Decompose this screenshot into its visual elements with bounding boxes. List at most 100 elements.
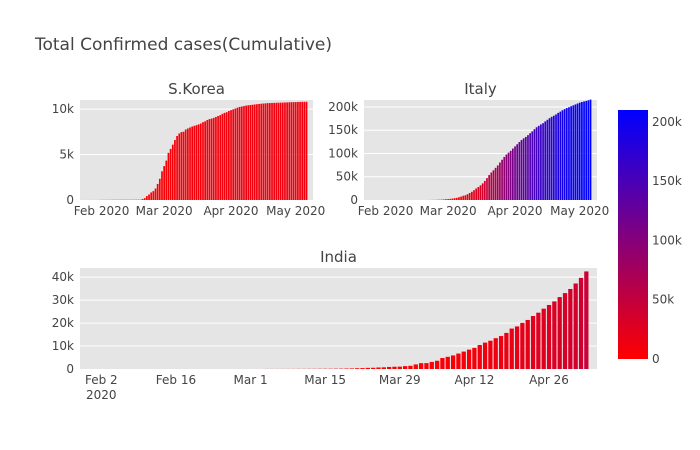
bar [210, 118, 213, 200]
bar [169, 148, 172, 200]
bar [360, 368, 365, 369]
bar [460, 196, 462, 200]
bar [501, 159, 503, 200]
bar [488, 340, 493, 369]
bar [271, 102, 273, 200]
bar [365, 367, 370, 369]
bar [518, 142, 521, 200]
bar [548, 118, 551, 200]
x-tick-label: Mar 1 [234, 373, 268, 387]
bar [251, 104, 254, 200]
bar [202, 122, 204, 200]
bar [294, 102, 297, 200]
bar [230, 110, 232, 200]
y-tick-label: 40k [52, 270, 74, 284]
bar [292, 102, 295, 200]
bar [212, 117, 215, 200]
bar [529, 133, 531, 200]
bar [397, 366, 402, 369]
plot-area [80, 268, 597, 369]
bar [475, 188, 478, 200]
bar [268, 103, 271, 200]
bar [583, 101, 585, 200]
bar [563, 109, 566, 200]
bar [445, 356, 450, 369]
bar [197, 124, 200, 200]
y-tick-label: 5k [59, 148, 74, 162]
bar [184, 129, 187, 200]
bar [418, 363, 424, 369]
bar [154, 188, 157, 200]
bar [281, 102, 284, 200]
bar [349, 368, 354, 369]
bar [243, 106, 245, 200]
bar [279, 102, 282, 200]
bar [299, 101, 301, 200]
bar [245, 105, 247, 200]
y-tick-label: 0 [66, 193, 74, 207]
bar [442, 199, 445, 200]
x-tick-label: May 2020 [550, 204, 609, 218]
bar [546, 119, 549, 200]
bar [217, 115, 219, 200]
bar [557, 297, 562, 369]
colorbar-tick-label: 200k [652, 115, 682, 129]
bar [381, 367, 386, 369]
bar [533, 129, 536, 200]
bar [477, 345, 482, 369]
bar [565, 108, 568, 200]
subplot-title: Italy [464, 80, 497, 98]
bar [156, 183, 159, 200]
bar [284, 102, 286, 200]
x-tick-label: Apr 12 [454, 373, 494, 387]
bar [189, 127, 191, 200]
bar [544, 121, 547, 200]
bar [516, 144, 519, 200]
bar [472, 347, 477, 369]
bar [199, 123, 202, 200]
bar [568, 288, 573, 369]
y-tick-label: 0 [66, 362, 74, 376]
x-tick-label: Mar 29 [379, 373, 421, 387]
bar [204, 121, 206, 200]
bar [221, 113, 224, 200]
bar [376, 367, 381, 369]
bar [238, 106, 241, 200]
bar [546, 304, 552, 369]
bar [219, 115, 222, 200]
bar [561, 110, 564, 200]
bar [570, 106, 572, 200]
bar [232, 109, 235, 200]
bar [574, 104, 577, 200]
bar [509, 328, 514, 369]
bar [449, 198, 452, 200]
bar [143, 198, 146, 200]
colorbar-tick-label: 0 [652, 352, 660, 366]
subplot-italy: 0 50k 100k 150k 200k Feb 2020 Mar 2020 Apr 2020… [328, 80, 609, 218]
bar [503, 156, 506, 200]
x-tick-label: Feb 16 [156, 373, 196, 387]
bar [568, 107, 570, 200]
bar [167, 152, 170, 200]
subplot-title: India [320, 248, 357, 266]
bar [559, 111, 562, 200]
bar [509, 150, 512, 200]
bar [150, 192, 153, 200]
bar [163, 166, 166, 200]
colorbar: 0 50k 100k 150k 200k [618, 110, 682, 366]
bar [466, 349, 472, 369]
bar [524, 136, 527, 200]
bar [262, 103, 265, 200]
bar [589, 99, 592, 200]
bar [520, 322, 525, 369]
bar [193, 125, 196, 200]
bar [264, 103, 267, 200]
bar [180, 132, 183, 200]
bar [498, 336, 504, 369]
bar [562, 293, 568, 369]
bar [466, 194, 469, 200]
y-tick-label: 10k [52, 339, 74, 353]
bar [488, 175, 490, 200]
bar [552, 115, 555, 200]
bar [451, 198, 454, 200]
